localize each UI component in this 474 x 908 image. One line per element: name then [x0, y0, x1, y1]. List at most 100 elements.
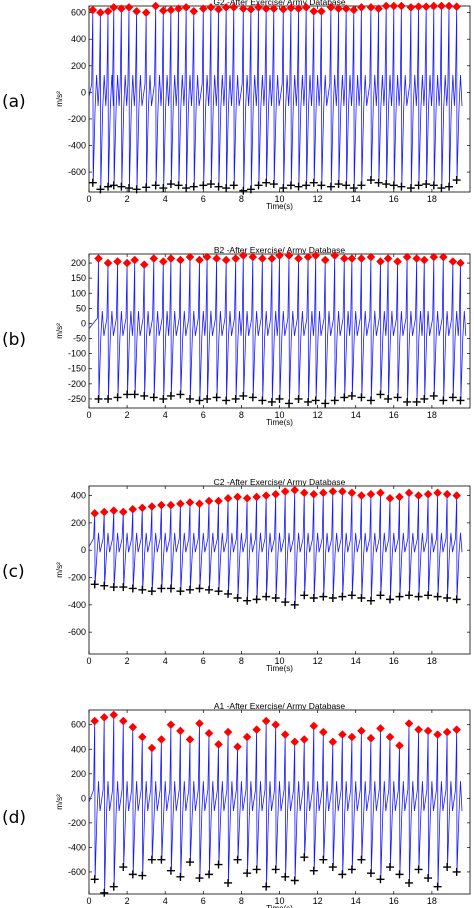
peak-marker	[414, 2, 423, 12]
peak-marker	[185, 252, 195, 262]
panel-b: (b) B2 -After Exercise/ Army Database 0 2 4…	[0, 244, 474, 438]
trough-marker	[437, 184, 446, 193]
y-tick-label: 400	[71, 34, 86, 44]
trough-marker	[317, 181, 326, 190]
trough-marker	[443, 594, 452, 602]
peak-marker	[223, 727, 233, 737]
peak-marker	[290, 485, 300, 495]
peak-marker	[221, 2, 231, 12]
peak-marker	[261, 716, 271, 726]
peak-marker	[395, 741, 404, 750]
peak-marker	[90, 716, 100, 726]
trough-marker	[395, 592, 404, 601]
plot-frame	[88, 709, 471, 895]
chart-title: C2 -After Exercise/ Army Database	[214, 477, 346, 487]
x-tick-label: 8	[239, 656, 244, 666]
trough-marker	[109, 181, 118, 190]
peak-marker	[303, 252, 313, 262]
peak-marker	[158, 6, 168, 16]
x-tick-label: 6	[201, 410, 206, 420]
trough-marker	[281, 598, 290, 607]
trough-marker	[267, 397, 276, 406]
peak-marker	[404, 719, 414, 728]
peak-marker	[414, 725, 423, 734]
trough-marker	[109, 882, 118, 891]
x-tick-label: 16	[389, 194, 399, 204]
peak-marker	[248, 252, 258, 262]
peak-marker	[437, 1, 446, 11]
trough-marker	[262, 882, 271, 891]
trough-marker	[159, 184, 168, 193]
peak-marker	[452, 2, 462, 12]
x-tick-label: 12	[313, 656, 323, 666]
trough-marker	[366, 596, 375, 605]
trough-marker	[424, 591, 433, 600]
x-tick-label: 14	[351, 194, 361, 204]
peak-marker	[258, 254, 267, 263]
trough-marker	[254, 181, 263, 190]
trough-marker	[195, 396, 204, 405]
peak-marker	[214, 496, 223, 506]
x-tick-label: 2	[125, 410, 130, 420]
trough-marker	[157, 584, 166, 593]
x-tick-label: 16	[389, 410, 399, 420]
y-tick-label: -50	[73, 334, 86, 344]
trough-marker	[412, 397, 421, 406]
peak-marker	[141, 8, 151, 17]
peak-marker	[406, 2, 416, 12]
peak-marker	[176, 255, 185, 265]
trough-marker	[334, 180, 343, 189]
y-tick-label: -200	[68, 818, 86, 828]
trough-marker	[125, 184, 134, 193]
peak-marker	[412, 254, 422, 263]
x-tick-label: 0	[86, 656, 91, 666]
y-tick-label: 200	[71, 61, 86, 71]
peak-marker	[442, 727, 452, 737]
x-axis-label: Time(s)	[266, 418, 293, 427]
peak-marker	[404, 488, 414, 498]
peak-marker	[456, 258, 465, 268]
peak-marker	[452, 725, 462, 734]
trough-marker	[147, 855, 156, 864]
peak-marker	[223, 493, 233, 503]
trough-marker	[147, 587, 156, 596]
peak-marker	[366, 2, 376, 12]
trough-marker	[123, 390, 132, 399]
peak-marker	[242, 493, 252, 503]
chart-c2: C2 -After Exercise/ Army Database 0 2 4 6 8 10…	[55, 477, 471, 673]
trough-marker	[119, 583, 128, 592]
x-tick-label: 6	[201, 896, 206, 906]
trough-marker	[176, 587, 185, 596]
trough-marker	[138, 585, 147, 594]
trough-marker	[222, 396, 231, 405]
y-tick-label: -600	[68, 867, 86, 877]
trough-marker	[338, 870, 347, 879]
trough-marker	[258, 396, 267, 405]
trough-marker	[246, 185, 255, 194]
trough-marker	[456, 396, 465, 405]
peak-marker	[326, 2, 336, 12]
peak-marker	[395, 492, 404, 502]
peak-marker	[341, 4, 351, 14]
trough-marker	[252, 595, 261, 604]
peak-marker	[254, 2, 263, 12]
trough-marker	[366, 176, 375, 185]
trough-marker	[90, 580, 99, 589]
trough-marker	[113, 393, 122, 402]
trough-marker	[239, 391, 248, 400]
peak-marker	[357, 726, 366, 736]
trough-marker	[142, 183, 151, 192]
y-tick-label: 400	[71, 744, 86, 754]
trough-marker	[214, 182, 223, 191]
peak-marker	[103, 258, 113, 268]
peak-marker	[442, 489, 452, 499]
peak-marker	[189, 6, 199, 16]
trough-marker	[384, 394, 393, 403]
peak-marker	[328, 487, 338, 496]
trough-marker	[275, 394, 284, 403]
peak-marker	[130, 255, 140, 265]
peak-marker	[166, 500, 176, 510]
peak-marker	[198, 4, 208, 14]
peak-marker	[429, 252, 439, 262]
peak-marker	[204, 728, 214, 738]
